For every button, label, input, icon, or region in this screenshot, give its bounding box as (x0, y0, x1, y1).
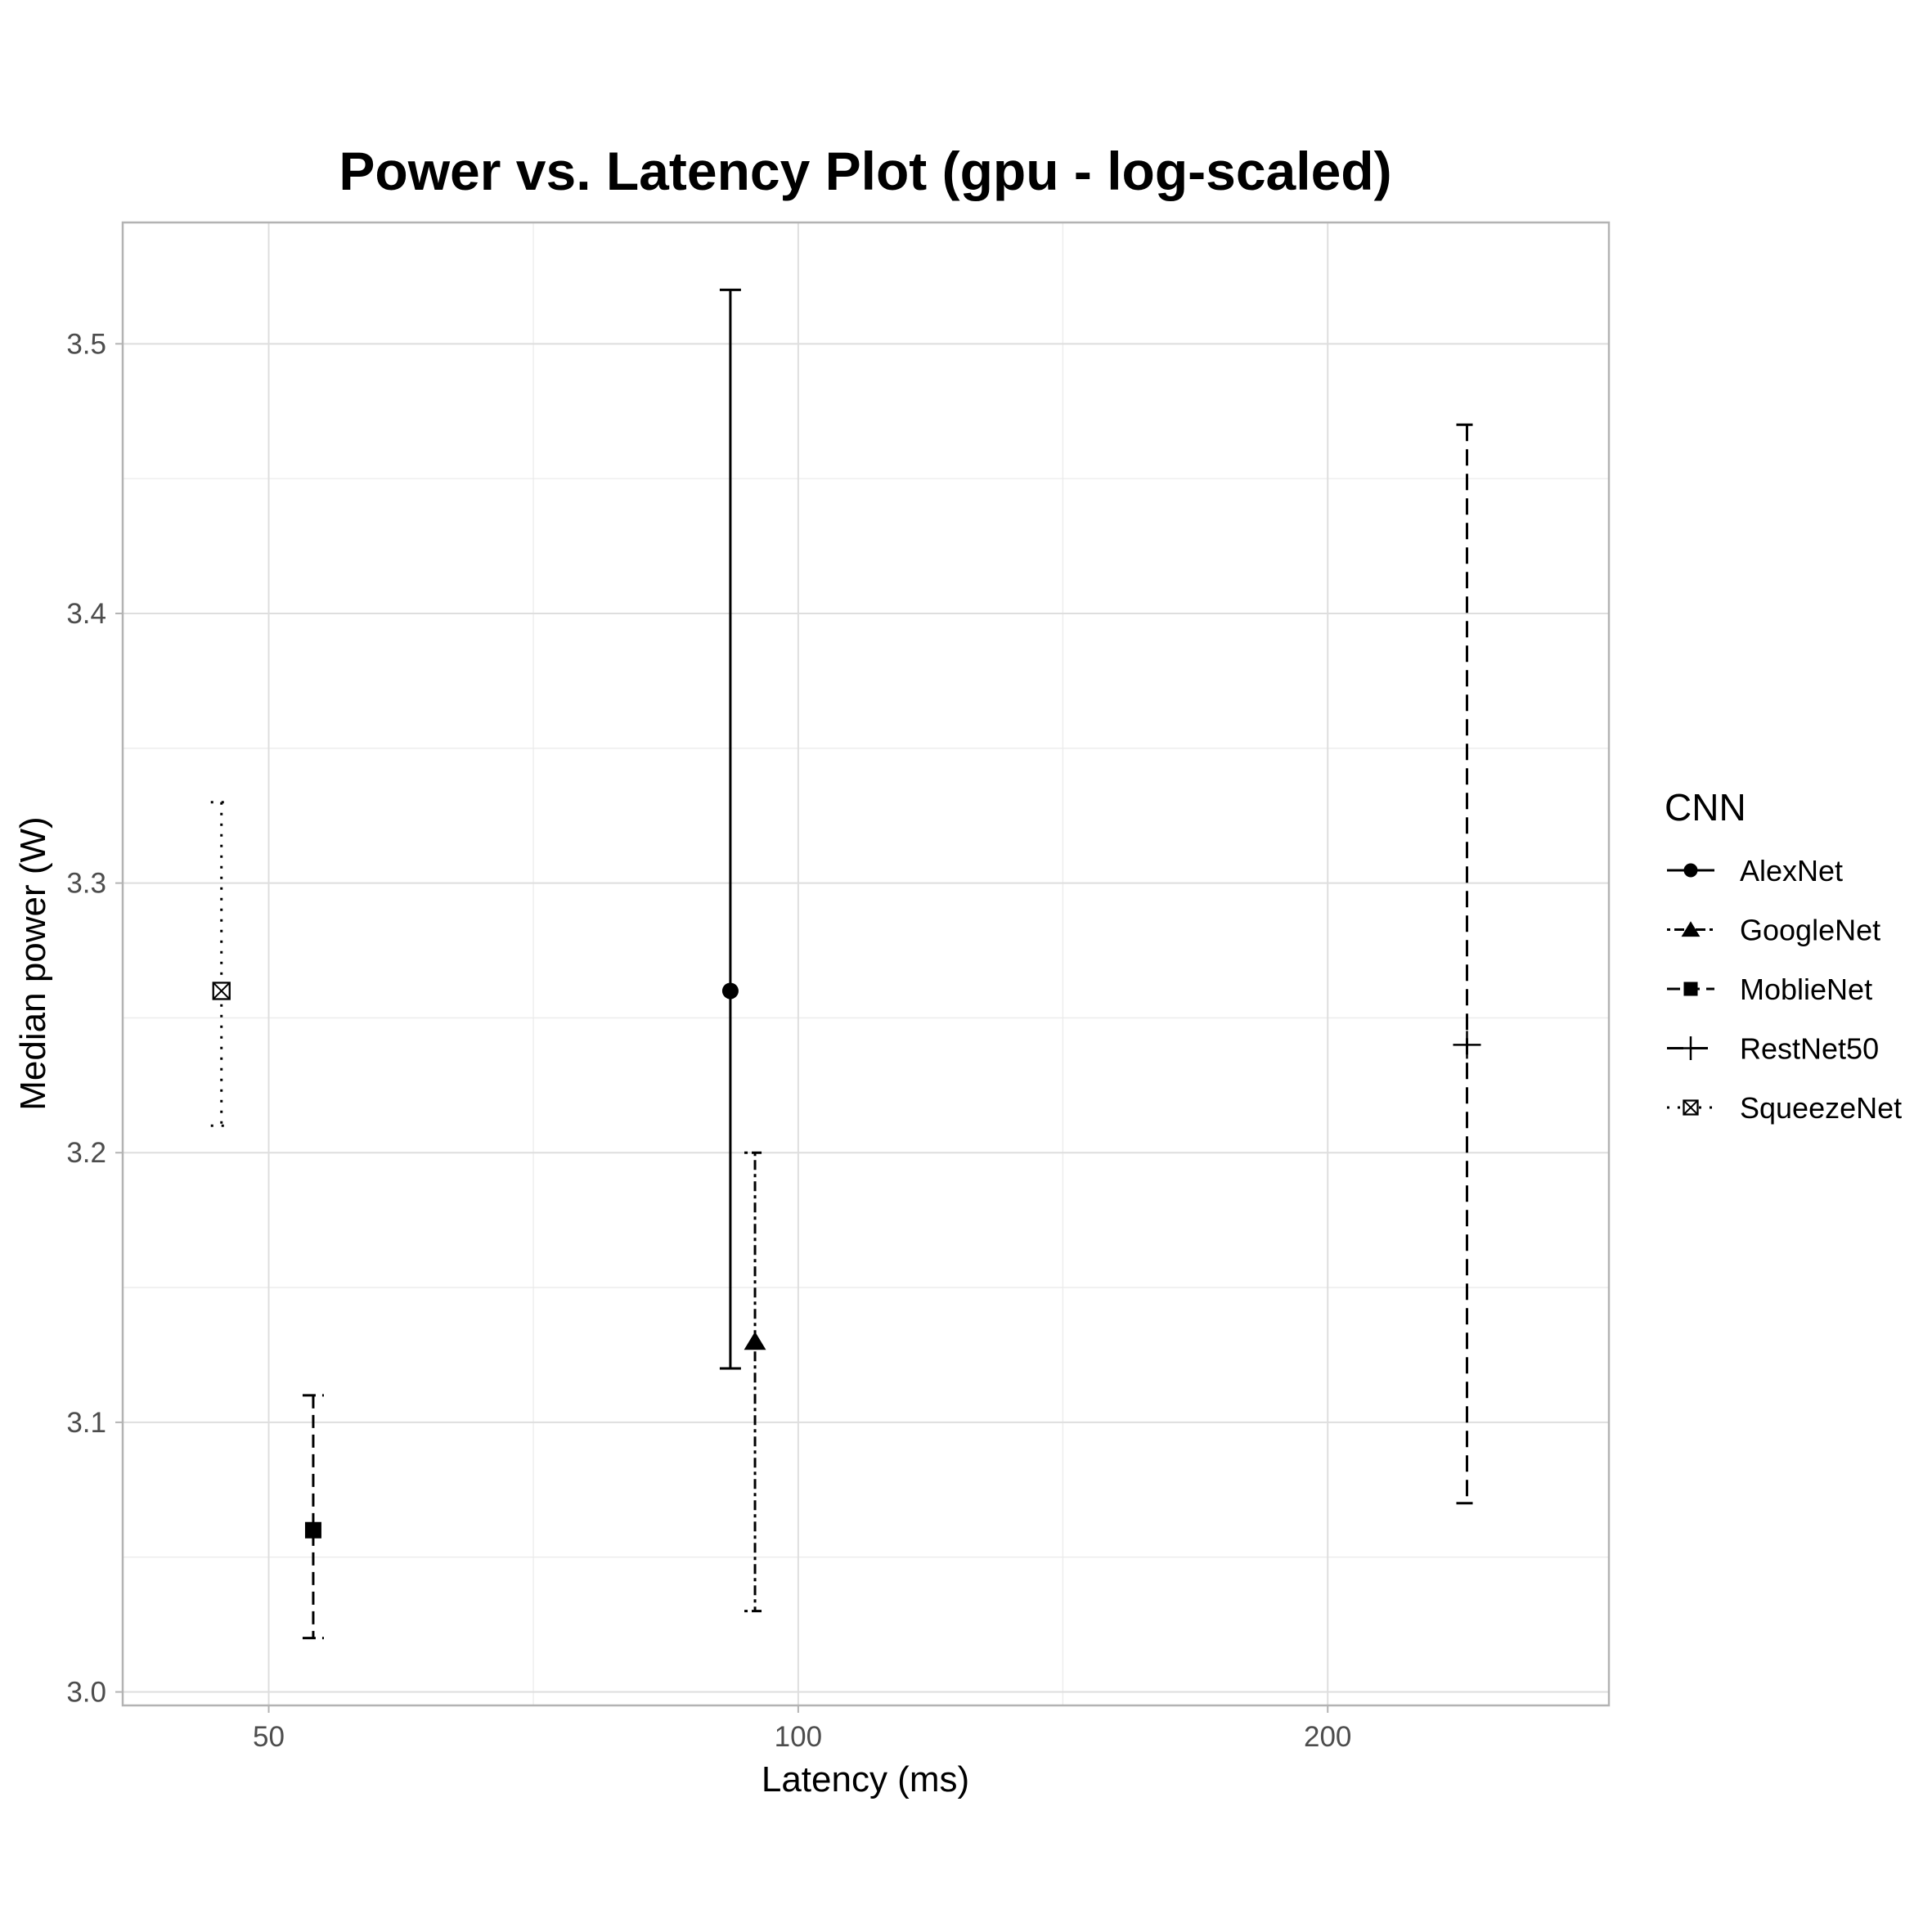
legend-label: MoblieNet (1740, 973, 1872, 1006)
plot-border (121, 221, 1611, 1707)
x-axis-ticks: 50 100 200 (253, 1705, 1351, 1753)
legend-title: CNN (1665, 786, 1746, 829)
y-tick-label: 3.3 (66, 868, 106, 900)
grid-minor (123, 222, 1609, 1705)
legend-label: RestNet50 (1740, 1032, 1879, 1066)
y-tick-label: 3.4 (66, 598, 106, 630)
legend-item-squeezenet: SqueezeNet (1667, 1091, 1902, 1125)
square-cross-lines (1683, 1099, 1699, 1116)
y-tick-label: 3.1 (66, 1407, 106, 1439)
circle-marker (721, 982, 739, 1000)
square-marker (304, 1521, 321, 1539)
series-restnet50 (1453, 423, 1481, 1505)
triangle-marker (744, 1331, 766, 1350)
legend-item-restnet50: RestNet50 (1667, 1032, 1879, 1066)
y-tick-label: 3.5 (66, 328, 106, 360)
legend-item-googlenet: GoogleNet (1667, 914, 1880, 947)
plus-marker (1678, 1036, 1703, 1060)
square-cross-lines (213, 982, 231, 1000)
x-axis-title: Latency (ms) (762, 1759, 969, 1799)
chart-title: Power vs. Latency Plot (gpu - log-scaled… (339, 141, 1391, 201)
legend-label: SqueezeNet (1740, 1091, 1902, 1125)
x-tick-label: 200 (1304, 1721, 1351, 1753)
series-squeezenet (210, 801, 232, 1127)
circle-marker (1683, 863, 1698, 878)
series-googlenet (744, 1151, 766, 1613)
x-tick-label: 50 (253, 1721, 285, 1753)
legend: CNN AlexNet GoogleNet MoblieNet RestNet50 Sq… (1665, 786, 1902, 1125)
series-moblienet (302, 1394, 324, 1640)
x-tick-label: 100 (775, 1721, 822, 1753)
legend-item-moblienet: MoblieNet (1667, 973, 1872, 1006)
legend-label: GoogleNet (1740, 914, 1880, 947)
y-axis-ticks: 3.0 3.1 3.2 3.3 3.4 3.5 (66, 328, 123, 1709)
y-tick-label: 3.0 (66, 1677, 106, 1709)
series-layer (210, 288, 1481, 1640)
y-axis-title: Median power (W) (13, 816, 53, 1110)
series-alexnet (719, 288, 741, 1370)
legend-item-alexnet: AlexNet (1667, 854, 1843, 887)
y-tick-label: 3.2 (66, 1137, 106, 1169)
triangle-marker (1681, 921, 1701, 937)
square-marker (1683, 982, 1698, 996)
legend-label: AlexNet (1740, 854, 1843, 887)
grid-major (123, 222, 1609, 1705)
plus-marker (1453, 1031, 1481, 1059)
plot-background (123, 222, 1609, 1705)
